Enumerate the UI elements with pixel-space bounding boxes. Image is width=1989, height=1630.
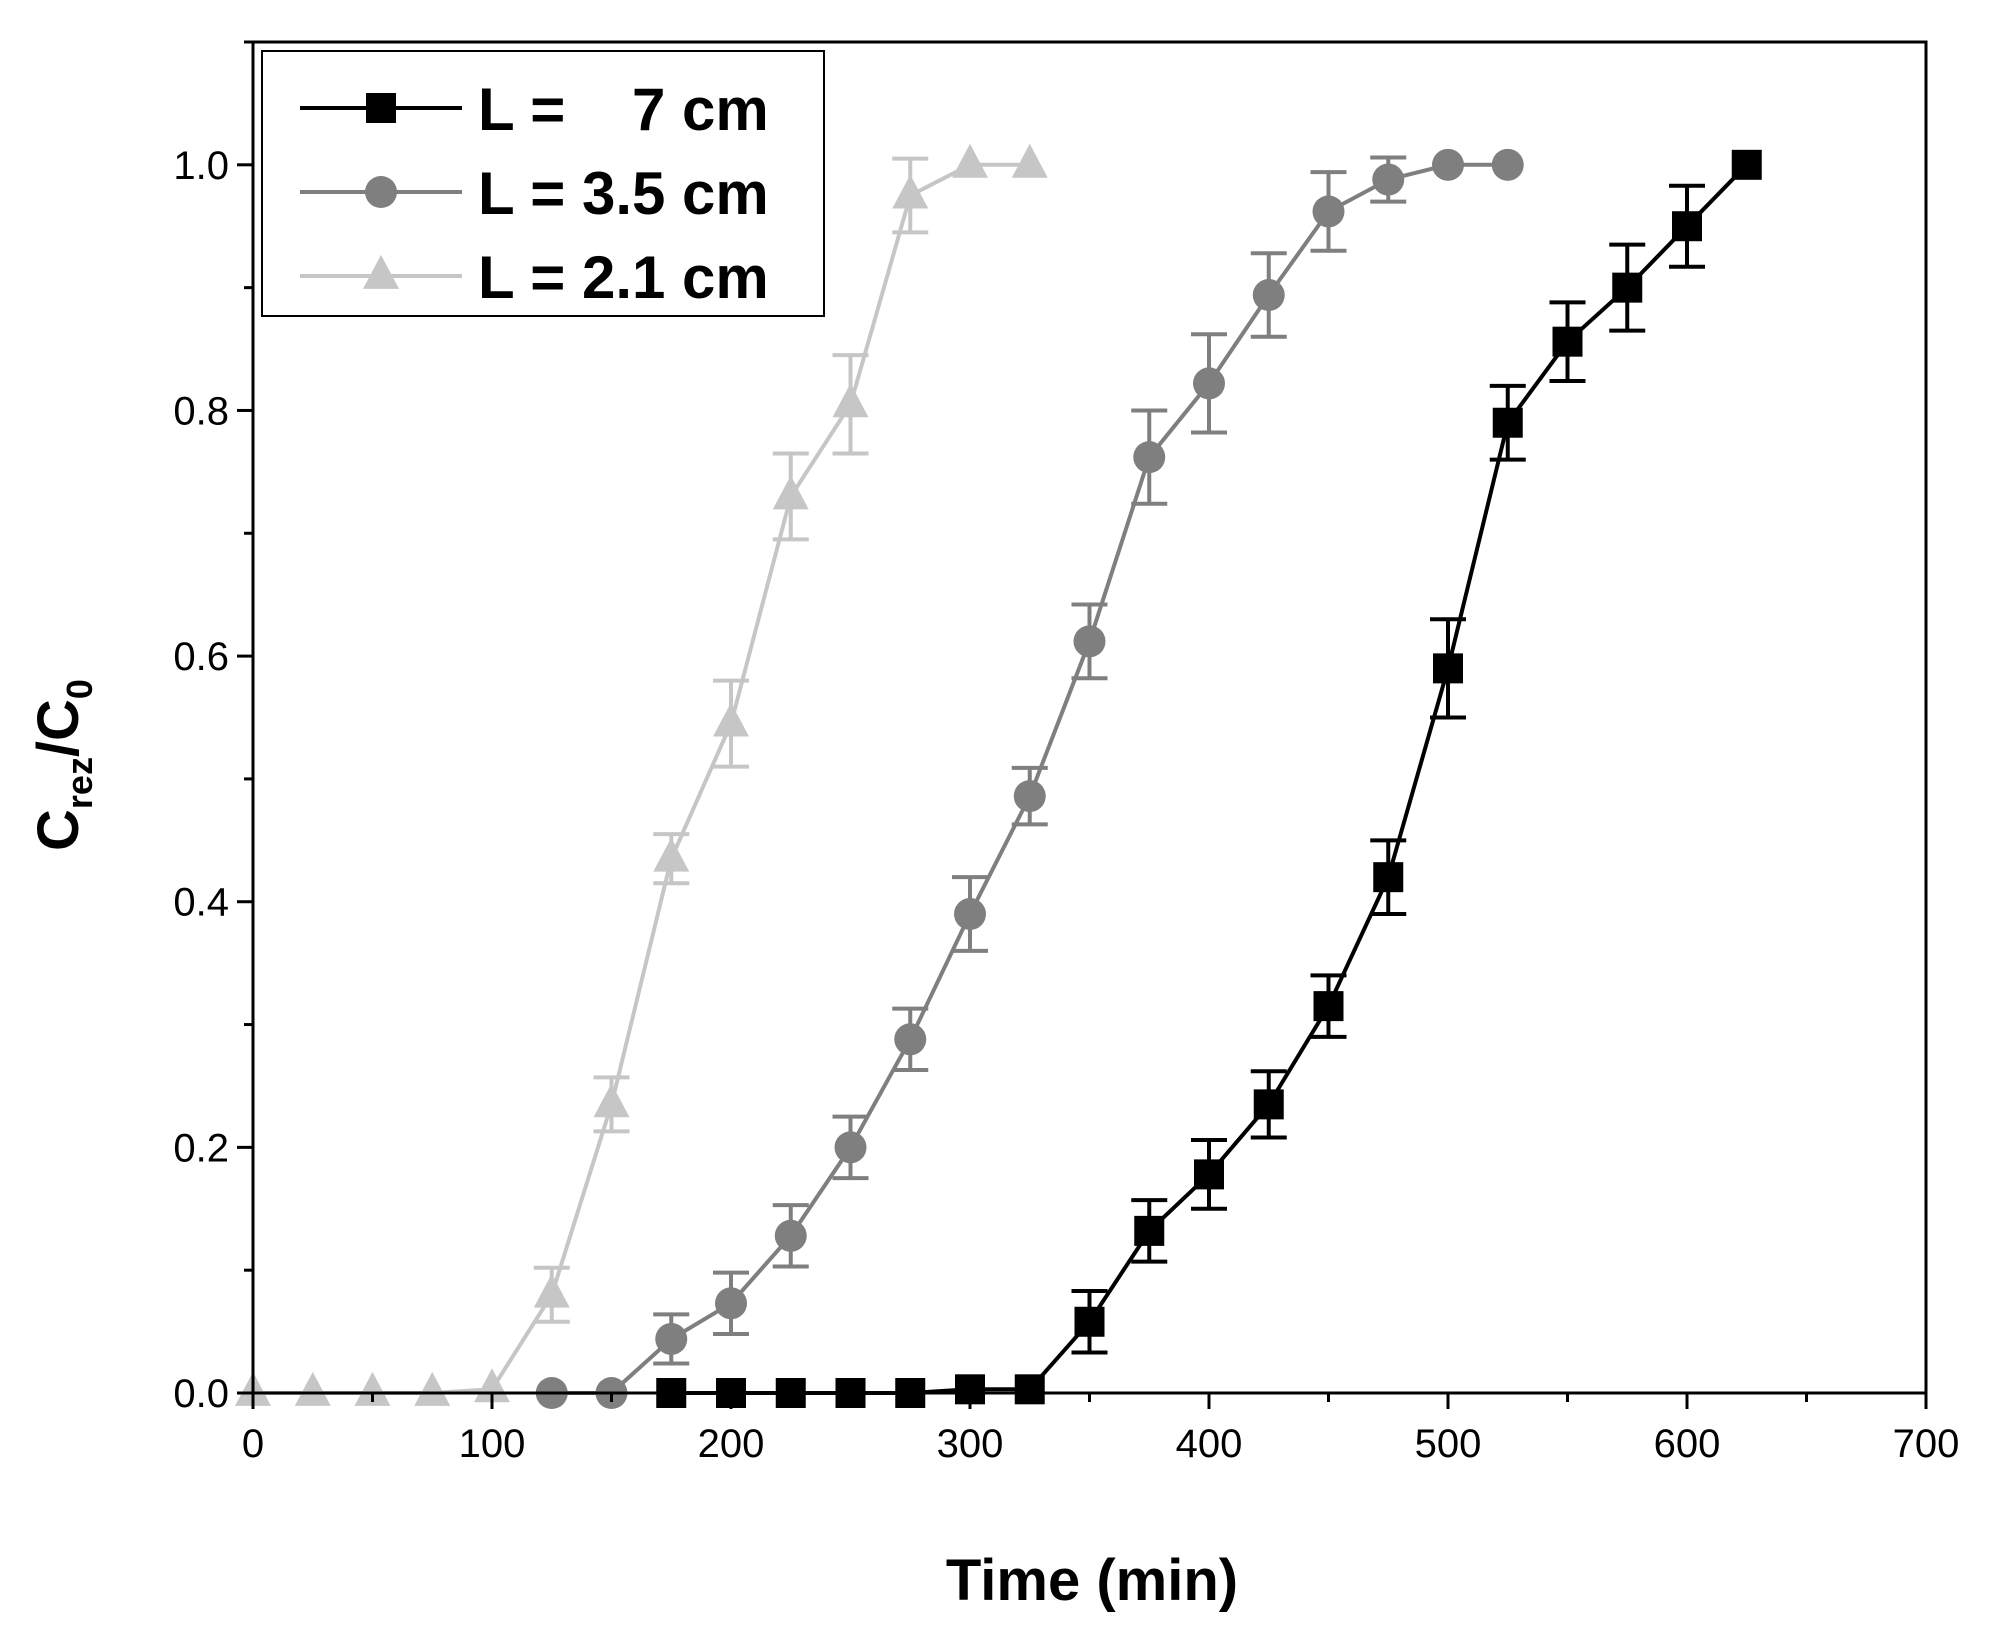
legend-label: L = 3.5 cm (478, 160, 769, 227)
data-point (892, 174, 929, 209)
legend: L = 7 cm L = 3.5 cm L = 2.1 cm (261, 50, 825, 317)
data-point (354, 1371, 391, 1406)
data-point (1372, 163, 1405, 196)
data-point (1253, 1089, 1284, 1120)
x-tick-label: 200 (698, 1422, 765, 1466)
data-point (774, 1219, 807, 1252)
y-tick-label: 0.0 (173, 1372, 229, 1416)
data-point (1492, 407, 1523, 438)
y-axis-title-main: C (26, 809, 91, 851)
data-point (1134, 1215, 1165, 1246)
legend-item-0: L = 7 cm (300, 76, 769, 143)
data-point (1612, 272, 1643, 303)
data-point (1013, 780, 1046, 813)
data-point (653, 837, 690, 872)
y-tick-label: 0.2 (173, 1126, 229, 1170)
data-point (772, 475, 809, 510)
data-point (294, 1371, 331, 1406)
data-point (414, 1371, 451, 1406)
data-point (655, 1322, 688, 1355)
x-tick-label: 0 (242, 1422, 264, 1466)
data-point (1193, 367, 1225, 400)
legend-item-1: L = 3.5 cm (300, 160, 769, 227)
data-point (1073, 625, 1106, 658)
x-tick-label: 400 (1176, 1422, 1243, 1466)
data-point (1373, 862, 1404, 893)
data-point (1433, 653, 1463, 684)
legend-box (261, 50, 825, 317)
legend-label: L = 7 cm (478, 76, 769, 143)
data-point (1313, 991, 1344, 1022)
data-point (952, 143, 988, 178)
data-point (1194, 1159, 1224, 1190)
y-tick-label: 1.0 (173, 144, 229, 188)
series-1 (535, 148, 1524, 1409)
data-point (1672, 211, 1702, 242)
y-axis-title: Crez/C0 (26, 679, 100, 851)
data-point (894, 1023, 927, 1056)
y-axis-title-sub1: rez (59, 757, 100, 809)
data-point (1011, 143, 1048, 178)
x-tick-label: 300 (937, 1422, 1004, 1466)
legend-marker (366, 93, 396, 123)
y-axis-title-sub2: 0 (59, 679, 100, 699)
series-line (253, 162, 1030, 1395)
data-point (1552, 326, 1583, 357)
data-point (715, 1287, 747, 1320)
data-point (533, 1273, 570, 1308)
x-tick-label: 700 (1893, 1422, 1960, 1466)
x-tick-label: 100 (459, 1422, 526, 1466)
data-point (1432, 148, 1464, 181)
data-point (834, 1131, 867, 1164)
data-point (832, 383, 869, 418)
data-point (1014, 1374, 1045, 1405)
y-tick-label: 0.8 (173, 389, 229, 433)
x-tick-label: 500 (1415, 1422, 1482, 1466)
x-tick-label: 600 (1654, 1422, 1721, 1466)
data-point (1074, 1306, 1105, 1337)
data-point (1731, 149, 1762, 180)
data-point (713, 702, 749, 737)
legend-item-2: L = 2.1 cm (300, 244, 769, 311)
legend-label: L = 2.1 cm (478, 244, 769, 311)
data-point (593, 1083, 630, 1118)
y-tick-label: 0.4 (173, 881, 229, 925)
legend-marker (363, 254, 399, 289)
y-tick-label: 0.6 (173, 635, 229, 679)
data-point (954, 898, 986, 931)
data-point (1491, 148, 1524, 181)
data-point (1312, 195, 1345, 228)
y-axis-title-slash: /C (26, 699, 91, 757)
x-axis-title: Time (min) (946, 1548, 1238, 1613)
series-2 (235, 143, 1048, 1406)
legend-marker (365, 176, 397, 208)
data-point (1252, 279, 1285, 312)
data-point (1133, 441, 1166, 474)
